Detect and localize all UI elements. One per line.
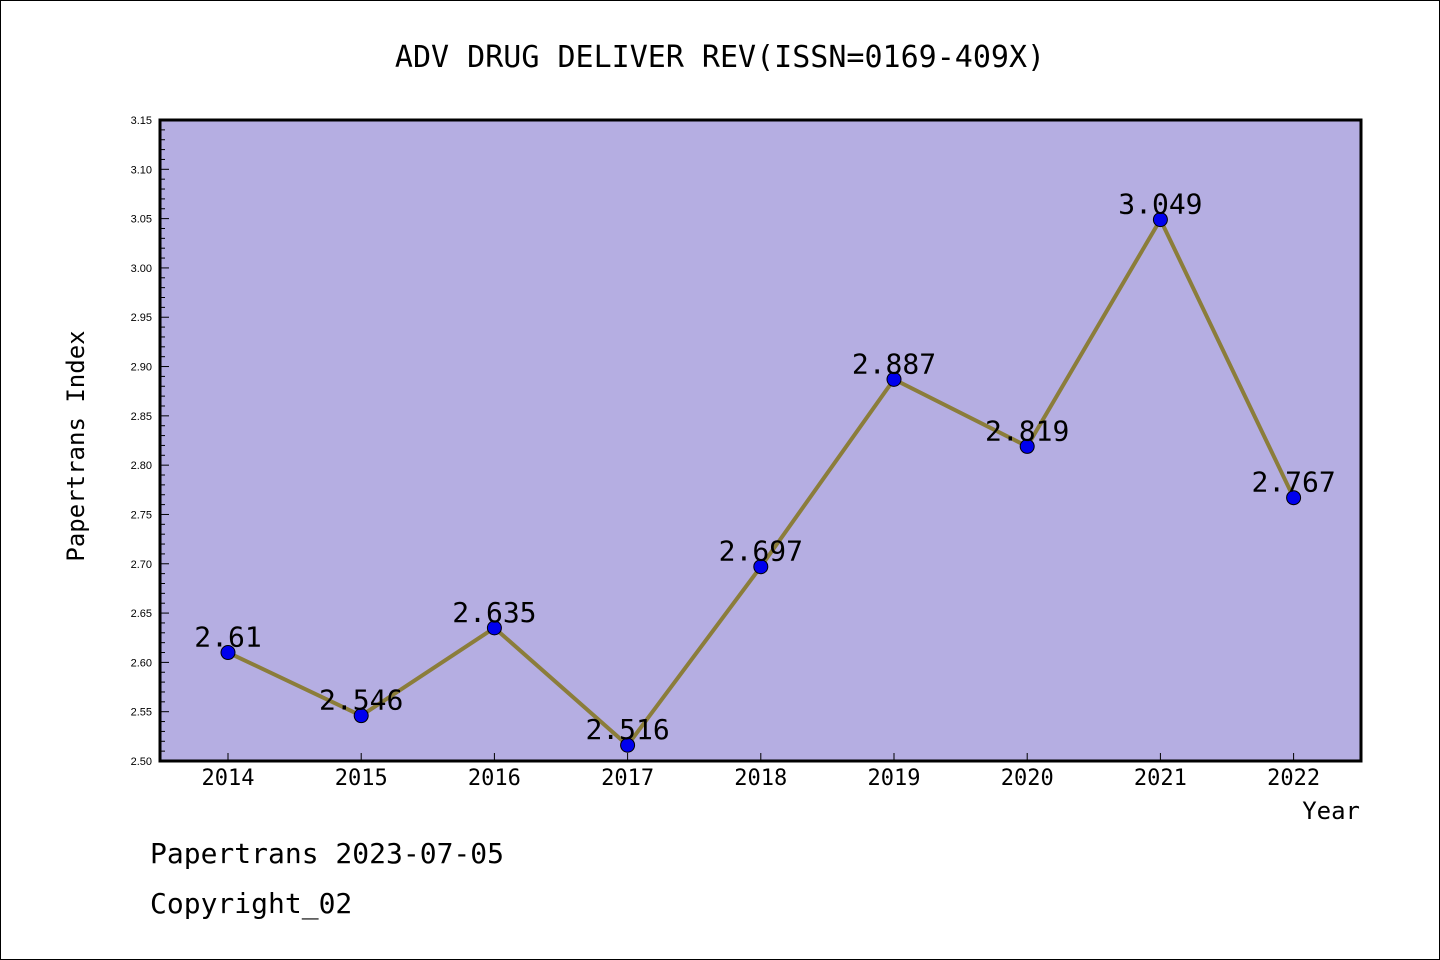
data-label: 2.635 xyxy=(452,596,536,629)
y-tick-label: 2.70 xyxy=(131,559,152,571)
data-point xyxy=(886,371,902,387)
y-tick-label: 2.95 xyxy=(131,312,152,324)
y-tick-label: 2.75 xyxy=(131,509,152,521)
chart-title: ADV DRUG DELIVER REV(ISSN=0169-409X) xyxy=(395,40,1045,75)
x-tick-label: 2018 xyxy=(734,766,787,791)
x-tick-label: 2021 xyxy=(1134,766,1187,791)
x-axis-label: Year xyxy=(1302,797,1360,825)
x-tick-label: 2019 xyxy=(868,766,921,791)
data-label: 2.697 xyxy=(719,535,803,568)
x-tick-label: 2020 xyxy=(1001,766,1054,791)
data-point xyxy=(220,645,236,661)
x-tick-label: 2016 xyxy=(468,766,521,791)
x-tick-label: 2014 xyxy=(202,766,255,791)
data-label: 2.887 xyxy=(852,347,936,380)
data-label: 2.546 xyxy=(319,684,403,717)
y-tick-label: 3.05 xyxy=(131,214,152,226)
footer-copyright: Copyright_02 xyxy=(150,887,352,921)
y-axis-label: Papertrans Index xyxy=(62,330,90,561)
y-tick-label: 2.65 xyxy=(131,608,152,620)
data-label: 2.61 xyxy=(194,621,261,654)
y-tick-label: 2.80 xyxy=(131,460,152,472)
y-tick-label: 2.55 xyxy=(131,707,152,719)
data-point xyxy=(1152,212,1168,228)
data-point xyxy=(1019,438,1035,454)
data-label: 2.819 xyxy=(985,414,1069,447)
data-point xyxy=(353,708,369,724)
data-label: 2.516 xyxy=(585,713,669,746)
y-tick-label: 3.10 xyxy=(131,164,152,176)
y-tick-label: 3.15 xyxy=(131,115,152,127)
x-tick-label: 2022 xyxy=(1267,766,1320,791)
x-tick-label: 2015 xyxy=(335,766,388,791)
data-point xyxy=(620,737,636,753)
y-axis: 2.50 2.55 2.60 2.65 2.70 2.75 2.80 2.85 2.90 2.95… xyxy=(131,115,169,768)
x-tick-label: 2017 xyxy=(601,766,654,791)
data-point xyxy=(486,620,502,636)
y-tick-label: 3.00 xyxy=(131,263,152,275)
data-point xyxy=(753,559,769,575)
data-point xyxy=(1286,490,1302,506)
y-tick-label: 2.85 xyxy=(131,411,152,423)
data-label: 3.049 xyxy=(1118,188,1202,221)
series-markers xyxy=(220,212,1302,753)
data-labels: 2.61 2.546 2.635 2.516 2.697 2.887 2.819 3.049 2… xyxy=(194,188,1335,747)
y-tick-label: 2.50 xyxy=(131,756,152,768)
footer-date: Papertrans 2023-07-05 xyxy=(150,837,504,870)
y-tick-label: 2.90 xyxy=(131,362,152,374)
data-label: 2.767 xyxy=(1251,466,1335,499)
x-axis: 2014 2015 2016 2017 2018 2019 2020 2021 2022 xyxy=(202,753,1320,791)
y-tick-label: 2.60 xyxy=(131,657,152,669)
